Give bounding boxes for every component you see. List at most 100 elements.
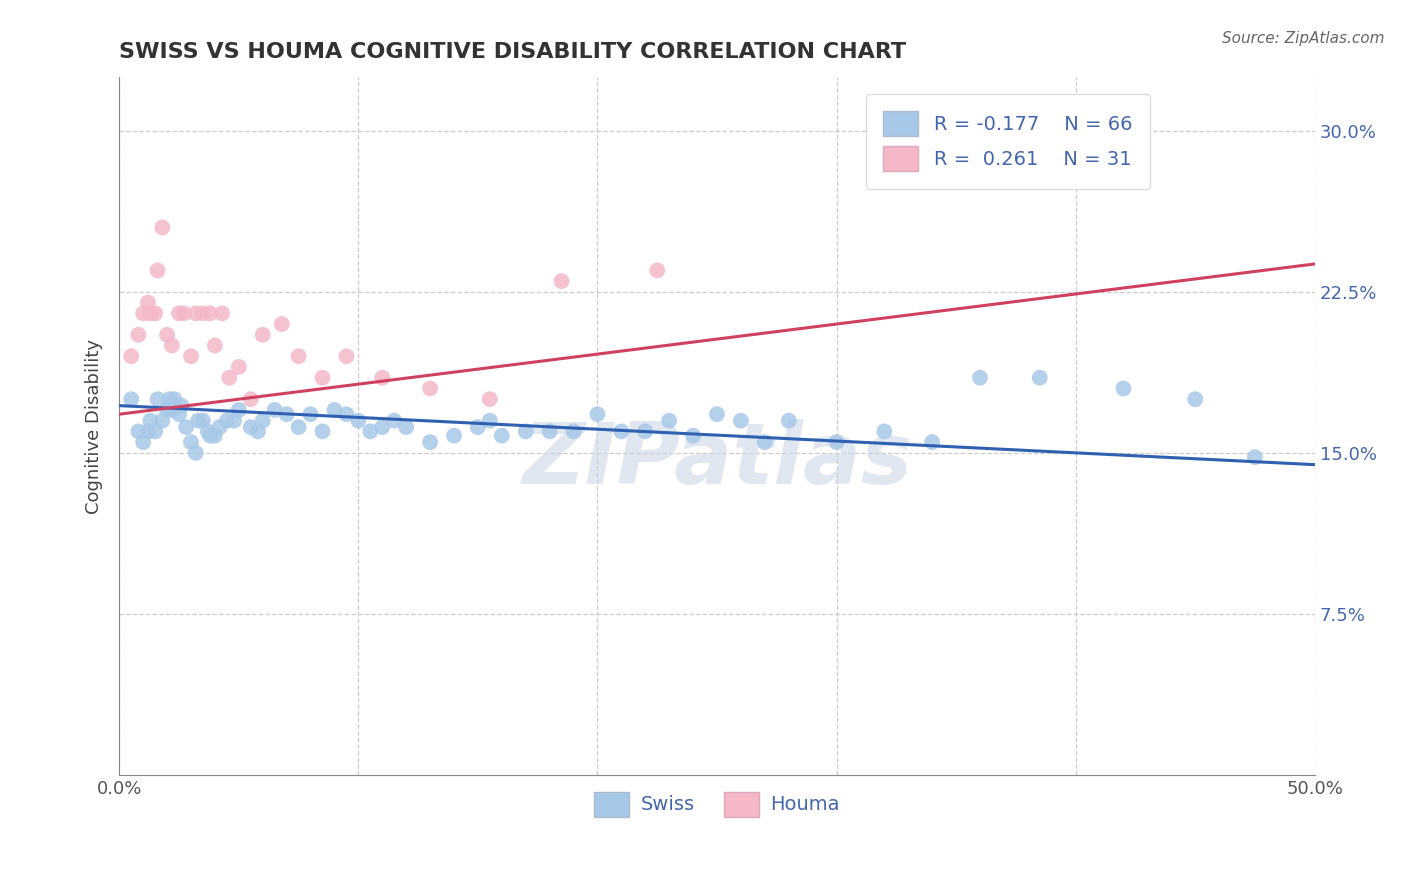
Point xyxy=(218,370,240,384)
Point xyxy=(132,306,155,320)
Point xyxy=(382,414,405,428)
Point xyxy=(146,263,169,277)
Point xyxy=(873,425,896,439)
Point xyxy=(1029,370,1052,384)
Point xyxy=(167,306,190,320)
Point xyxy=(208,420,231,434)
Point xyxy=(359,425,381,439)
Point xyxy=(120,349,142,363)
Point xyxy=(170,399,193,413)
Point xyxy=(127,327,149,342)
Point xyxy=(246,425,269,439)
Point xyxy=(228,359,250,374)
Point xyxy=(191,306,214,320)
Point xyxy=(156,403,179,417)
Point xyxy=(419,435,441,450)
Point xyxy=(156,327,179,342)
Text: SWISS VS HOUMA COGNITIVE DISABILITY CORRELATION CHART: SWISS VS HOUMA COGNITIVE DISABILITY CORR… xyxy=(120,42,907,62)
Point xyxy=(127,425,149,439)
Point xyxy=(335,407,357,421)
Point xyxy=(215,414,238,428)
Point xyxy=(1112,381,1135,395)
Point xyxy=(550,274,572,288)
Point xyxy=(139,306,162,320)
Point xyxy=(478,414,501,428)
Point xyxy=(150,414,173,428)
Point xyxy=(1244,450,1267,464)
Point xyxy=(146,392,169,407)
Point xyxy=(778,414,800,428)
Point xyxy=(478,392,501,407)
Point xyxy=(419,381,441,395)
Point xyxy=(921,435,943,450)
Point xyxy=(120,392,142,407)
Point xyxy=(825,435,848,450)
Point xyxy=(287,349,309,363)
Point xyxy=(371,420,394,434)
Point xyxy=(136,425,159,439)
Point xyxy=(163,392,186,407)
Point xyxy=(371,370,394,384)
Point xyxy=(252,414,274,428)
Point xyxy=(191,414,214,428)
Point xyxy=(682,428,704,442)
Point xyxy=(395,420,418,434)
Point xyxy=(187,414,209,428)
Point xyxy=(228,403,250,417)
Point xyxy=(198,306,221,320)
Point xyxy=(197,425,219,439)
Point xyxy=(184,446,207,460)
Point xyxy=(538,425,561,439)
Point xyxy=(276,407,298,421)
Point xyxy=(222,414,245,428)
Point xyxy=(270,317,292,331)
Point xyxy=(634,425,657,439)
Point xyxy=(159,392,181,407)
Point xyxy=(204,428,226,442)
Point xyxy=(184,306,207,320)
Point xyxy=(586,407,609,421)
Point xyxy=(211,306,233,320)
Point xyxy=(969,370,991,384)
Point xyxy=(658,414,681,428)
Point xyxy=(198,428,221,442)
Point xyxy=(1184,392,1206,407)
Point xyxy=(263,403,285,417)
Legend: Swiss, Houma: Swiss, Houma xyxy=(586,784,848,824)
Point xyxy=(167,407,190,421)
Point xyxy=(252,327,274,342)
Point xyxy=(180,349,202,363)
Point xyxy=(239,420,262,434)
Text: Source: ZipAtlas.com: Source: ZipAtlas.com xyxy=(1222,31,1385,46)
Point xyxy=(491,428,513,442)
Point xyxy=(754,435,776,450)
Point xyxy=(443,428,465,442)
Point xyxy=(180,435,202,450)
Y-axis label: Cognitive Disability: Cognitive Disability xyxy=(86,338,103,514)
Point xyxy=(515,425,537,439)
Point xyxy=(160,338,183,352)
Point xyxy=(323,403,346,417)
Point xyxy=(150,220,173,235)
Point xyxy=(143,306,166,320)
Point xyxy=(645,263,668,277)
Point xyxy=(132,435,155,450)
Point xyxy=(730,414,752,428)
Text: ZIPatlas: ZIPatlas xyxy=(522,419,912,502)
Point xyxy=(299,407,322,421)
Point xyxy=(347,414,370,428)
Point xyxy=(239,392,262,407)
Point xyxy=(173,306,195,320)
Point xyxy=(562,425,585,439)
Point xyxy=(136,295,159,310)
Point xyxy=(287,420,309,434)
Point xyxy=(610,425,633,439)
Point xyxy=(204,338,226,352)
Point xyxy=(160,403,183,417)
Point xyxy=(335,349,357,363)
Point xyxy=(174,420,197,434)
Point xyxy=(311,425,333,439)
Point xyxy=(139,414,162,428)
Point xyxy=(143,425,166,439)
Point xyxy=(467,420,489,434)
